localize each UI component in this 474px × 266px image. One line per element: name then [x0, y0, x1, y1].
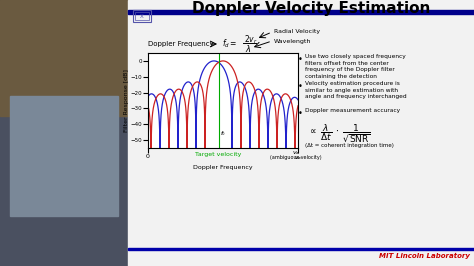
Text: •: • — [298, 82, 302, 91]
Text: Velocity estimation procedure is
similar to angle estimation with
angle and freq: Velocity estimation procedure is similar… — [305, 81, 407, 99]
Bar — [10, 96, 118, 216]
Text: (ambiguous velocity): (ambiguous velocity) — [270, 155, 322, 160]
Text: •: • — [298, 55, 302, 64]
Text: Doppler measurement accuracy: Doppler measurement accuracy — [305, 108, 400, 113]
Text: Doppler Frequency: Doppler Frequency — [148, 41, 214, 47]
Text: (Δt = coherent integration time): (Δt = coherent integration time) — [305, 143, 394, 148]
Bar — [0, 0, 128, 116]
Text: Wavelength: Wavelength — [274, 39, 311, 44]
Text: Radial Velocity: Radial Velocity — [274, 30, 320, 35]
Bar — [0, 0, 128, 266]
Text: Target velocity: Target velocity — [195, 152, 242, 157]
Text: $f_d =$: $f_d =$ — [222, 38, 237, 50]
Bar — [128, 0, 474, 266]
Text: MIT Lincoln Laboratory: MIT Lincoln Laboratory — [379, 253, 470, 259]
Text: $v_a$: $v_a$ — [292, 149, 300, 157]
Bar — [0, 0, 128, 266]
Text: $2v_r$: $2v_r$ — [244, 33, 258, 46]
Text: •: • — [298, 109, 302, 118]
Text: X: X — [140, 14, 144, 19]
Text: $\lambda$: $\lambda$ — [245, 43, 252, 54]
Bar — [128, 10, 474, 14]
Text: $f_0$: $f_0$ — [220, 129, 226, 138]
Bar — [135, 12, 149, 20]
Y-axis label: Filter Response [dB]: Filter Response [dB] — [124, 69, 129, 132]
Text: Use two closely spaced frequency
filters offset from the center
frequency of the: Use two closely spaced frequency filters… — [305, 54, 406, 79]
X-axis label: Doppler Frequency: Doppler Frequency — [193, 165, 253, 170]
Bar — [133, 10, 151, 22]
Text: $\propto\;\dfrac{\lambda}{\Delta t}\;\cdot\;\dfrac{1}{\sqrt{\mathrm{SNR}}}$: $\propto\;\dfrac{\lambda}{\Delta t}\;\cd… — [308, 123, 371, 144]
Bar — [128, 247, 474, 250]
Text: Doppler Velocity Estimation: Doppler Velocity Estimation — [192, 1, 430, 15]
